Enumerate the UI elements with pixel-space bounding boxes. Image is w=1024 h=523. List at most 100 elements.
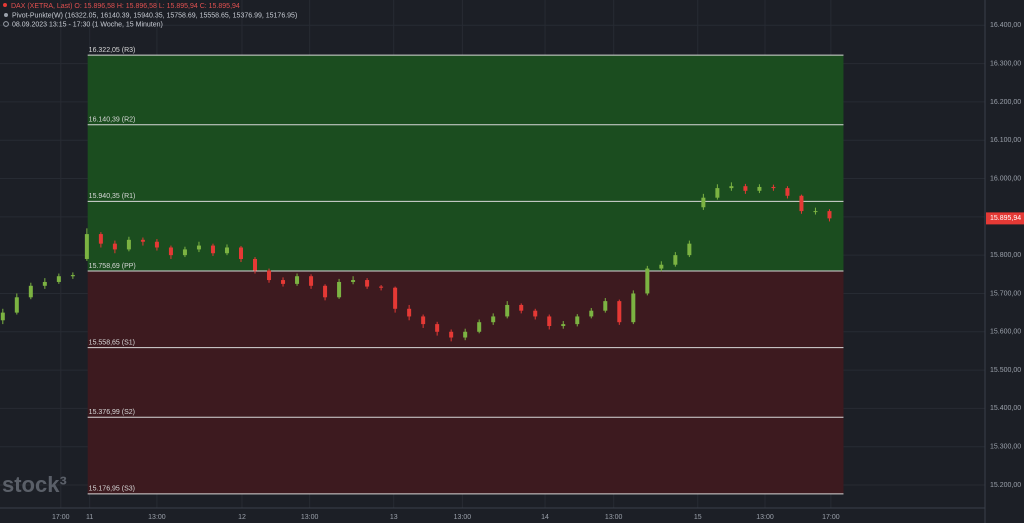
pivot-label: 15.376,99 (S2)	[89, 409, 135, 416]
candle-body	[631, 293, 636, 323]
candle-body	[575, 316, 580, 325]
candle-body	[42, 281, 47, 286]
y-tick-label: 15.600,00	[990, 329, 1021, 336]
x-tick-label: 17:00	[52, 514, 70, 521]
x-tick-label: 12	[238, 514, 246, 521]
x-tick-label: 13	[390, 514, 398, 521]
icon	[4, 13, 8, 17]
candle-body	[435, 324, 440, 332]
x-tick-label: 13:00	[301, 514, 319, 521]
candle-body	[799, 195, 804, 212]
y-tick-label: 15.500,00	[990, 367, 1021, 374]
candle-body	[224, 247, 229, 254]
candle-body	[463, 331, 468, 338]
candle-body	[56, 276, 61, 282]
candle-body	[589, 310, 594, 317]
last-price-label: 15.895,94	[990, 215, 1021, 222]
candle-body	[0, 312, 5, 321]
x-tick-label: 15	[694, 514, 702, 521]
candle-body	[491, 316, 496, 323]
y-tick-label: 16.100,00	[990, 137, 1021, 144]
x-tick-label: 13:00	[148, 514, 166, 521]
watermark: stock³	[2, 472, 67, 497]
y-tick-label: 15.400,00	[990, 405, 1021, 412]
candle-body	[505, 304, 510, 317]
candle-body	[477, 322, 482, 332]
pivot-label: 16.140,39 (R2)	[89, 117, 136, 124]
last-price-box	[986, 212, 1024, 225]
candle-body	[140, 239, 145, 242]
candle-body	[715, 188, 720, 198]
pivot-label: 15.558,65 (S1)	[89, 339, 135, 346]
candle-body	[238, 247, 243, 259]
candle-body	[421, 316, 426, 325]
candle-body	[70, 275, 75, 277]
candle-body	[295, 276, 300, 284]
x-tick-label: 13:00	[756, 514, 774, 521]
candle-body	[84, 234, 89, 259]
candle-body	[813, 211, 818, 213]
candle-body	[182, 249, 187, 256]
icon	[3, 3, 7, 7]
candle-body	[729, 186, 734, 189]
candle-body	[519, 304, 524, 311]
resistance-zone	[87, 55, 844, 271]
axes: 15.200,00 15.300,00 15.400,00 15.500,00 15.6…	[52, 22, 1024, 521]
pivot-label: 16.322,05 (R3)	[89, 47, 136, 54]
candle-body	[379, 286, 384, 288]
candle-body	[757, 186, 762, 191]
candle-body	[771, 186, 776, 189]
candle-body	[449, 331, 454, 338]
zones: 16.322,05 (R3) 16.140,39 (R2) 15.940,35 (R…	[87, 47, 844, 495]
x-tick-label: 11	[86, 514, 93, 521]
candle-body	[673, 255, 678, 265]
candle-body	[14, 297, 19, 313]
candle-body	[407, 308, 412, 317]
candle-body	[196, 245, 201, 250]
candle-body	[785, 188, 790, 196]
pivot-label: 15.176,95 (S3)	[89, 486, 135, 493]
icon	[3, 21, 9, 27]
pivot-label: 15.758,69 (PP)	[89, 263, 136, 270]
candle-body	[561, 324, 566, 327]
candle-body	[659, 264, 664, 269]
y-tick-label: 16.000,00	[990, 175, 1021, 182]
y-tick-label: 15.300,00	[990, 444, 1021, 451]
candle-body	[112, 243, 117, 250]
candle-body	[98, 234, 103, 244]
candle-body	[28, 285, 33, 298]
candle-body	[154, 241, 159, 248]
y-tick-label: 15.700,00	[990, 290, 1021, 297]
candle-body	[168, 247, 173, 256]
x-tick-label: 17:00	[822, 514, 840, 521]
y-tick-label: 16.400,00	[990, 22, 1021, 29]
candle-body	[393, 287, 398, 309]
x-tick-label: 14	[541, 514, 549, 521]
plot	[0, 182, 832, 342]
y-tick-label: 16.200,00	[990, 99, 1021, 106]
candle-body	[617, 301, 622, 323]
candle-body	[323, 285, 328, 298]
x-tick-label: 13:00	[605, 514, 623, 521]
candle-body	[533, 310, 538, 317]
support-zone	[87, 270, 844, 494]
candle-body	[687, 243, 692, 256]
candle-body	[267, 270, 272, 281]
pivot-label: 15.940,35 (R1)	[89, 193, 136, 200]
candle-body	[337, 281, 342, 298]
candle-body	[603, 301, 608, 311]
candle-body	[309, 276, 314, 286]
period: 08.09.2023 13:15 - 17:30 (1 Woche, 15 Mi…	[12, 21, 163, 28]
candle-body	[547, 316, 552, 327]
candle-body	[365, 280, 370, 287]
candle-body	[743, 186, 748, 191]
candle-body	[126, 239, 131, 250]
indicator: Pivot-Punkte(W) (16322.05, 16140.39, 159…	[12, 12, 297, 19]
candle-body	[281, 280, 286, 284]
candle-body	[645, 268, 650, 294]
x-tick-label: 13:00	[454, 514, 472, 521]
candle-body	[253, 258, 258, 271]
candle-body	[210, 245, 215, 254]
